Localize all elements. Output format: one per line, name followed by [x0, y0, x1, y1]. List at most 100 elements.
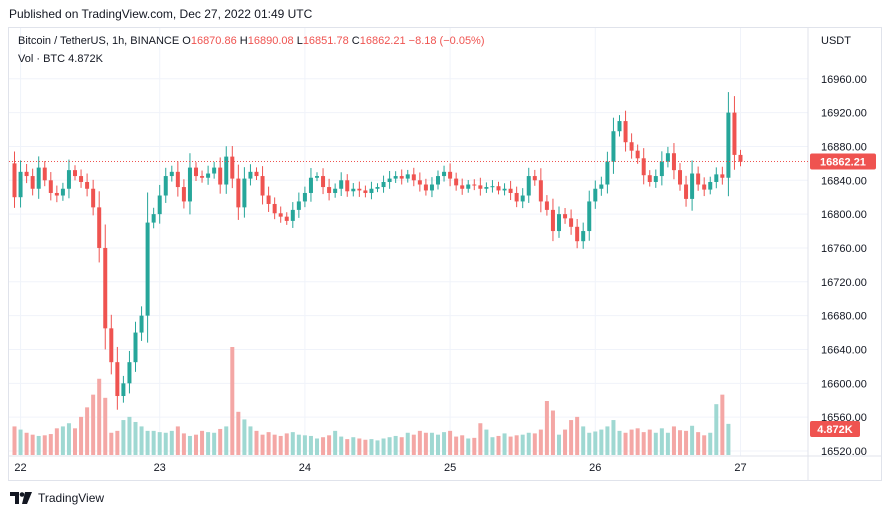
- volume-bar: [659, 428, 664, 455]
- candle-body: [127, 362, 132, 384]
- tradingview-logo-icon: [10, 492, 32, 504]
- candle-body: [375, 187, 380, 189]
- volume-bar: [423, 432, 428, 455]
- volume-bar: [60, 426, 65, 455]
- candle-body: [738, 154, 743, 162]
- candle-body: [423, 184, 428, 191]
- close-value: 16862.21: [359, 35, 406, 47]
- volume-bar: [284, 433, 289, 455]
- volume-bar: [665, 432, 670, 455]
- price-markers: 16862.21 4.872K: [9, 153, 876, 437]
- candle-body: [405, 174, 410, 179]
- volume-bar: [109, 432, 114, 455]
- volume-bar: [181, 433, 186, 455]
- candle-body: [617, 121, 622, 132]
- candle-body: [248, 171, 253, 179]
- candle-body: [133, 332, 138, 363]
- volume-bar: [42, 435, 47, 455]
- volume-bar: [296, 434, 301, 455]
- candle-body: [321, 176, 326, 188]
- volume-bar: [194, 434, 198, 455]
- candle-body: [496, 186, 501, 191]
- y-tick-label: 16840.00: [821, 175, 867, 187]
- candle-body: [163, 176, 168, 196]
- volume-bar: [97, 378, 102, 455]
- candle-body: [212, 167, 217, 174]
- volume-bar: [200, 430, 205, 455]
- volume-bar: [224, 426, 229, 455]
- volume-bar: [496, 435, 501, 455]
- volume-bar: [623, 432, 628, 455]
- volume-bar: [442, 432, 447, 455]
- volume-bar: [411, 434, 416, 455]
- volume-bar: [563, 429, 568, 455]
- volume-bar: [12, 426, 17, 455]
- volume-bar: [157, 432, 162, 455]
- candle-body: [115, 362, 120, 397]
- candle-body: [659, 161, 664, 177]
- volume-bar: [381, 438, 386, 455]
- y-tick-label: 16640.00: [821, 344, 867, 356]
- candle-body: [678, 170, 682, 185]
- volume-bar: [175, 426, 180, 455]
- candle-body: [333, 188, 338, 193]
- candle-body: [454, 178, 459, 186]
- volume-bar: [357, 438, 362, 455]
- volume-bar: [684, 430, 689, 455]
- candle-body: [54, 192, 59, 196]
- volume-bar: [163, 432, 168, 455]
- volume-bar: [647, 429, 652, 455]
- candle-body: [726, 112, 731, 178]
- candle-body: [569, 218, 574, 227]
- candle-body: [242, 178, 247, 208]
- volume-bar: [30, 434, 35, 455]
- volume-bar: [36, 435, 41, 455]
- volume-bar: [490, 437, 495, 455]
- candle-body: [121, 383, 126, 397]
- candle-body: [575, 226, 580, 242]
- volume-bar: [236, 411, 241, 455]
- candle-body: [508, 188, 513, 193]
- volume-bar: [714, 404, 719, 455]
- y-tick-label: 16800.00: [821, 209, 867, 221]
- brand-footer[interactable]: TradingView: [10, 491, 104, 505]
- candle-body: [550, 209, 555, 232]
- x-tick-label: 23: [154, 462, 166, 474]
- low-label: L: [296, 35, 303, 47]
- candle-body: [218, 167, 223, 185]
- volume-bar: [351, 437, 356, 455]
- axis-unit: USDT: [821, 35, 851, 47]
- volume-bar: [127, 416, 132, 455]
- volume-bar: [484, 429, 489, 455]
- candle-body: [369, 188, 374, 193]
- candle-body: [30, 176, 35, 189]
- symbol-label: Bitcoin / TetherUS, 1h, BINANCE: [18, 35, 180, 47]
- volume-bar: [472, 437, 477, 455]
- time-axis: 22 23 24 25 26 27: [14, 462, 746, 474]
- candle-body: [12, 163, 17, 198]
- candle-body: [85, 181, 90, 189]
- volume-bar: [169, 430, 174, 455]
- volume-bars: [12, 347, 731, 455]
- candle-body: [714, 174, 719, 182]
- volume-bar: [690, 425, 695, 455]
- y-tick-label: 16960.00: [821, 74, 867, 86]
- volume-bar: [466, 438, 471, 455]
- candle-body: [623, 121, 628, 143]
- candle-body: [327, 187, 332, 193]
- volume-legend: Vol · BTC 4.872K: [18, 53, 103, 65]
- volume-bar: [254, 430, 259, 455]
- candle-body: [187, 167, 192, 202]
- volume-bar: [151, 430, 156, 455]
- last-price-text: 16862.21: [820, 156, 866, 168]
- candle-body: [387, 178, 392, 182]
- volume-bar: [133, 421, 138, 455]
- candle-body: [411, 174, 416, 181]
- volume-bar: [212, 432, 217, 455]
- volume-label: Vol · BTC: [18, 53, 66, 65]
- chart-frame[interactable]: [8, 27, 882, 481]
- candle-body: [442, 171, 447, 177]
- volume-bar: [532, 433, 537, 455]
- candle-body: [200, 176, 205, 178]
